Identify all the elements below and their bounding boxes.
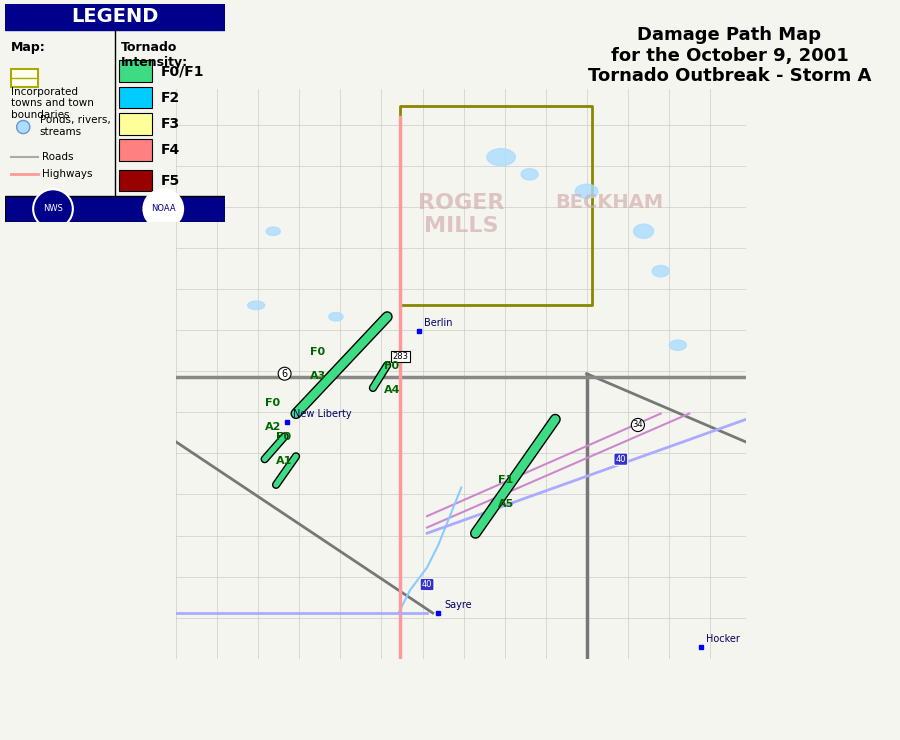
- Ellipse shape: [16, 121, 30, 134]
- Text: F0: F0: [276, 432, 292, 442]
- Ellipse shape: [248, 301, 265, 309]
- Text: Highways: Highways: [42, 169, 93, 179]
- Bar: [4, 4, 225, 30]
- Ellipse shape: [652, 266, 670, 277]
- Bar: [119, 169, 152, 192]
- Text: F0: F0: [384, 361, 400, 371]
- Text: 40: 40: [616, 454, 626, 464]
- Text: F0/F1: F0/F1: [161, 64, 204, 78]
- Text: A2: A2: [265, 422, 281, 432]
- Text: Sayre: Sayre: [445, 600, 472, 610]
- Bar: [119, 139, 152, 161]
- Text: 283: 283: [392, 352, 409, 361]
- Text: F0: F0: [265, 398, 280, 408]
- Text: Damage Path Map
for the October 9, 2001
Tornado Outbreak - Storm A: Damage Path Map for the October 9, 2001 …: [588, 26, 871, 85]
- Text: ROGER
MILLS: ROGER MILLS: [418, 192, 504, 236]
- Ellipse shape: [521, 169, 538, 180]
- Text: BECKHAM: BECKHAM: [555, 193, 663, 212]
- Text: New Liberty: New Liberty: [293, 409, 352, 420]
- Text: Map:: Map:: [11, 41, 46, 54]
- Text: 6: 6: [282, 369, 288, 379]
- Ellipse shape: [575, 184, 598, 198]
- Ellipse shape: [328, 312, 343, 321]
- Ellipse shape: [634, 224, 653, 238]
- Text: Tornado
Intensity:: Tornado Intensity:: [122, 41, 188, 69]
- Text: 40: 40: [422, 580, 432, 589]
- Ellipse shape: [670, 340, 687, 350]
- Text: Berlin: Berlin: [424, 318, 453, 328]
- Text: NWS: NWS: [43, 204, 63, 213]
- Ellipse shape: [266, 227, 280, 235]
- Circle shape: [33, 189, 73, 229]
- Text: A3: A3: [310, 371, 327, 381]
- Text: Ponds, rivers,
streams: Ponds, rivers, streams: [40, 115, 111, 137]
- Text: F1: F1: [499, 475, 514, 485]
- Ellipse shape: [487, 149, 516, 166]
- Text: NOAA: NOAA: [151, 204, 176, 213]
- Bar: [119, 112, 152, 135]
- Bar: [11, 70, 38, 87]
- Text: F2: F2: [161, 90, 180, 104]
- Text: F0: F0: [310, 346, 326, 357]
- Text: F4: F4: [161, 143, 180, 157]
- Text: Hocker: Hocker: [706, 634, 740, 645]
- Bar: [119, 61, 152, 82]
- Text: A5: A5: [499, 499, 515, 509]
- Text: A4: A4: [384, 385, 400, 395]
- Text: Roads: Roads: [42, 152, 74, 161]
- Text: F3: F3: [161, 117, 180, 131]
- Text: A1: A1: [276, 457, 292, 466]
- Text: LEGEND: LEGEND: [71, 7, 158, 27]
- Text: Incorporated
towns and town
boundaries: Incorporated towns and town boundaries: [11, 87, 94, 120]
- Text: F5: F5: [161, 173, 180, 187]
- Text: 34: 34: [633, 420, 643, 429]
- Circle shape: [143, 189, 183, 229]
- Bar: [4, 196, 225, 222]
- Bar: [119, 87, 152, 109]
